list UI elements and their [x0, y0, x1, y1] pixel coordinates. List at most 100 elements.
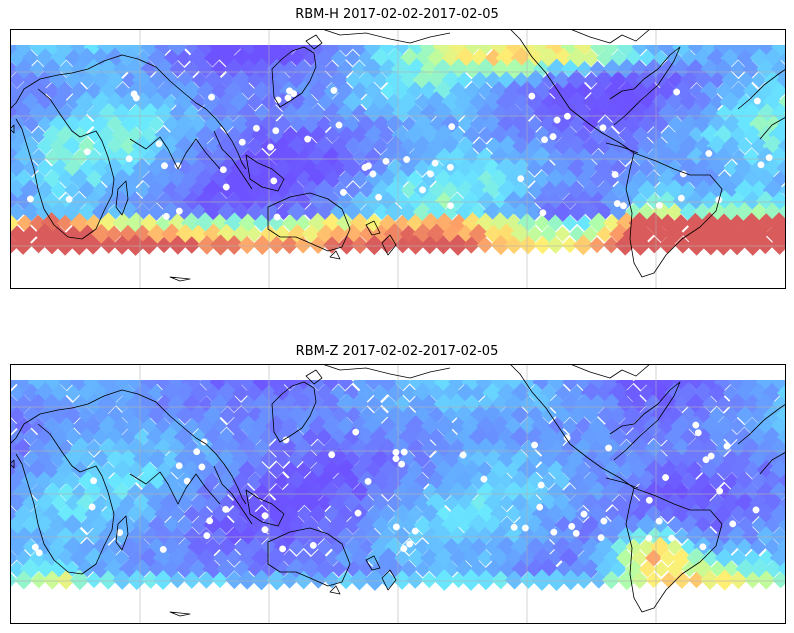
station-marker: [279, 545, 287, 553]
field-cell: [679, 157, 700, 179]
field-cell: [42, 417, 61, 435]
field-cell: [546, 214, 564, 232]
field-cell: [562, 373, 580, 391]
field-cell: [420, 439, 438, 457]
field-cell: [700, 372, 720, 392]
field-cell: [534, 214, 551, 232]
field-cell: [253, 483, 271, 501]
field-cell: [433, 569, 456, 591]
station-marker: [309, 541, 317, 549]
field-cell: [741, 234, 764, 256]
field-cell: [309, 439, 327, 457]
field-cell: [384, 201, 405, 223]
field-cell: [442, 428, 459, 446]
field-cell: [394, 236, 412, 254]
coastline: [15, 423, 115, 575]
field-cell: [55, 147, 76, 167]
field-cell: [588, 212, 610, 234]
field-cell: [141, 571, 160, 589]
field-cell: [736, 137, 753, 155]
field-cell: [69, 212, 90, 234]
field-cell: [351, 236, 370, 254]
field-cell: [769, 459, 786, 481]
field-cell: [674, 236, 692, 254]
field-cell: [14, 394, 34, 414]
station-marker: [645, 534, 653, 542]
field-cell: [366, 395, 383, 413]
field-cell: [331, 181, 349, 199]
field-cell: [10, 527, 20, 545]
field-cell: [175, 405, 195, 425]
field-cell: [252, 38, 271, 56]
station-marker: [403, 156, 411, 163]
field-cell: [187, 470, 209, 492]
field-cell: [56, 570, 76, 590]
field-cell: [463, 483, 481, 501]
field-cell: [594, 558, 616, 580]
field-cell: [474, 58, 497, 80]
coastline: [737, 403, 786, 445]
field-cell: [475, 569, 497, 591]
field-cell: [211, 571, 229, 589]
field-cell: [82, 415, 104, 437]
field-cell: [315, 428, 333, 446]
station-marker: [125, 155, 133, 163]
field-cell: [698, 146, 720, 168]
station-markers: [31, 421, 760, 557]
field-cell: [30, 126, 47, 144]
station-marker: [193, 448, 201, 456]
field-cell: [10, 48, 27, 68]
field-cell: [98, 570, 118, 590]
field-cell: [546, 372, 566, 392]
field-cell: [547, 416, 567, 436]
coastline: [267, 527, 351, 587]
field-cell: [393, 549, 411, 567]
station-marker: [611, 171, 619, 178]
field-cell: [28, 437, 49, 459]
field-cell: [125, 393, 146, 415]
station-marker: [537, 481, 545, 489]
field-cell: [776, 427, 786, 447]
field-cell: [28, 504, 48, 524]
field-cell: [762, 158, 783, 178]
field-cell: [420, 460, 441, 480]
station-marker: [369, 170, 377, 178]
field-cell: [146, 224, 167, 244]
field-cell: [393, 527, 412, 545]
field-cell: [272, 404, 294, 426]
field-cell: [21, 494, 40, 512]
station-marker: [267, 143, 275, 151]
coastline: [10, 459, 15, 469]
field-cell: [40, 212, 63, 234]
field-cell: [120, 428, 138, 446]
field-cell: [267, 235, 286, 255]
field-cell: [71, 527, 88, 545]
field-cell: [772, 571, 786, 589]
field-cell: [680, 538, 698, 556]
field-cell: [545, 569, 568, 591]
coastline: [365, 220, 381, 236]
field-cell: [609, 202, 628, 222]
field-cell: [475, 371, 497, 393]
field-cell: [463, 81, 482, 101]
field-cell: [552, 179, 573, 201]
field-cell: [330, 560, 348, 578]
field-cell: [294, 570, 314, 590]
field-cell: [92, 137, 111, 155]
field-cell: [364, 234, 385, 256]
field-cell: [699, 102, 721, 124]
field-cell: [97, 191, 118, 211]
station-marker: [480, 475, 488, 483]
field-cell: [273, 472, 291, 490]
field-cell: [735, 449, 755, 469]
station-marker: [65, 195, 73, 203]
field-cell: [582, 49, 600, 67]
coastline: [213, 130, 253, 190]
field-cell: [615, 168, 637, 190]
field-cell: [264, 80, 286, 102]
field-cell: [637, 428, 655, 446]
field-cell: [231, 516, 250, 534]
field-cell: [693, 136, 714, 156]
station-marker: [528, 92, 536, 100]
field-cell: [280, 235, 299, 255]
